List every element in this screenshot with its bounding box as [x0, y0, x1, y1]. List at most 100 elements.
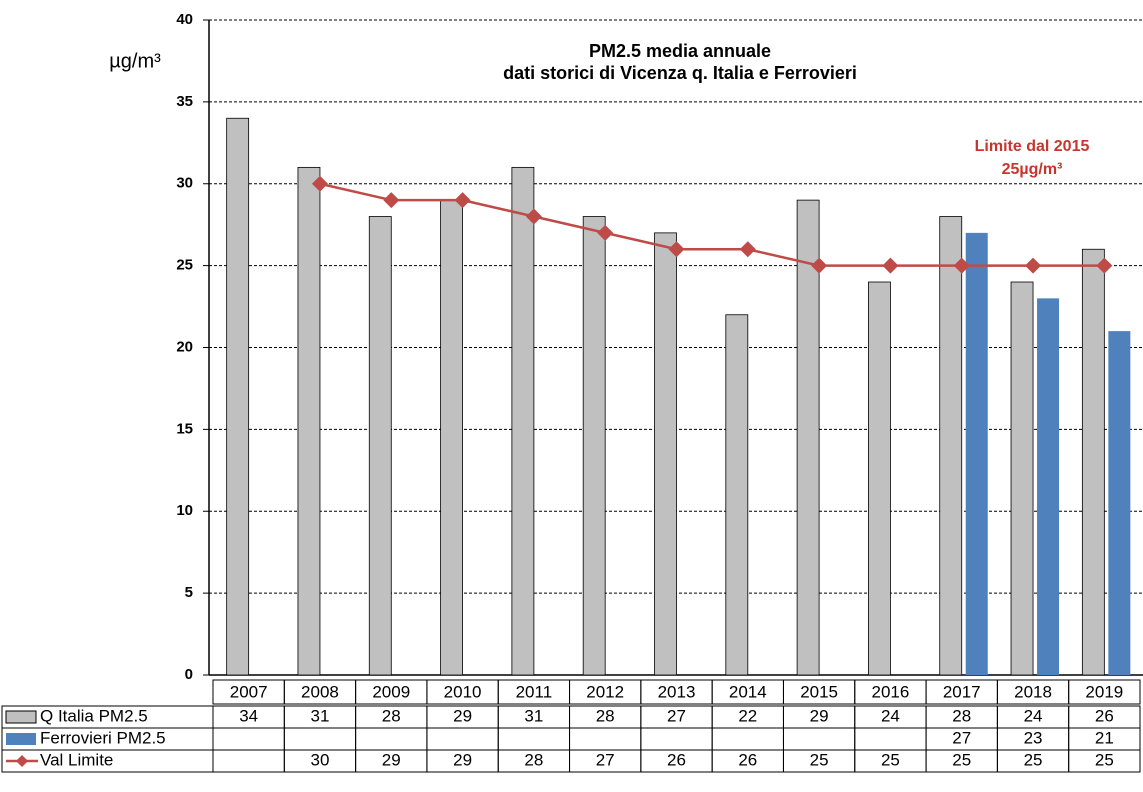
marker [525, 208, 542, 225]
table-cell [212, 727, 285, 751]
bar [297, 166, 321, 676]
bar [796, 199, 820, 676]
marker [811, 257, 828, 274]
marker [383, 192, 400, 209]
table-value: 21 [1095, 728, 1114, 747]
chart-title: PM2.5 media annuale [589, 41, 771, 61]
table-cell [569, 727, 642, 751]
y-tick-label: 30 [176, 175, 193, 192]
table-cell [854, 727, 927, 751]
table-cell [640, 727, 713, 751]
marker [1025, 257, 1042, 274]
table-value: 28 [382, 706, 401, 725]
table-value: 27 [596, 750, 615, 769]
table-value: 26 [1095, 706, 1114, 725]
bar [226, 117, 250, 676]
table-value: 27 [667, 706, 686, 725]
marker [953, 257, 970, 274]
table-value: 28 [596, 706, 615, 725]
legend-label: Val Limite [40, 750, 113, 769]
y-tick-label: 10 [176, 502, 193, 519]
table-cell [1068, 679, 1141, 705]
table-value: 29 [453, 750, 472, 769]
bar [1081, 248, 1105, 676]
y-tick-label: 0 [185, 666, 193, 683]
bar [868, 281, 891, 676]
x-tick-label: 2015 [800, 682, 838, 701]
table-cell [782, 727, 856, 751]
y-tick-label: 35 [176, 93, 193, 110]
annotation: Limite dal 2015 [975, 138, 1090, 155]
y-tick-label: 40 [176, 11, 193, 28]
bar [368, 216, 392, 676]
table-value: 25 [1024, 750, 1043, 769]
bar [511, 166, 535, 676]
table-value: 29 [453, 706, 472, 725]
line [319, 182, 1105, 267]
table-value: 22 [738, 706, 757, 725]
bar [1010, 281, 1034, 676]
x-tick-label: 2011 [516, 682, 553, 701]
table-value: 25 [810, 750, 829, 769]
bar [965, 232, 988, 675]
marker [454, 192, 471, 209]
x-tick-label: 2017 [943, 682, 981, 701]
table-cell [355, 727, 428, 751]
x-tick-label: 2007 [230, 682, 268, 701]
table-cell [426, 727, 499, 751]
legend-label: Ferrovieri PM2.5 [40, 728, 166, 747]
bar [582, 216, 606, 676]
table-value: 24 [1024, 706, 1043, 725]
annotation: 25µg/m³ [1002, 161, 1063, 178]
marker [597, 224, 614, 241]
table-cell [1, 749, 214, 773]
legend-swatch [6, 733, 36, 745]
y-axis-label: µg/m³ [109, 50, 161, 72]
legend-swatch [16, 755, 28, 767]
bar [1037, 298, 1060, 675]
legend-swatch [5, 710, 37, 724]
bar [654, 232, 677, 676]
legend-label: Q Italia PM2.5 [40, 706, 148, 725]
bar [1108, 331, 1131, 675]
marker [311, 175, 328, 192]
table-value: 26 [667, 750, 686, 769]
x-tick-label: 2012 [586, 682, 624, 701]
table-value: 29 [382, 750, 401, 769]
x-tick-label: 2016 [872, 682, 910, 701]
table-cell [283, 727, 357, 751]
x-tick-label: 2009 [372, 682, 410, 701]
table-cell [497, 727, 571, 751]
table-value: 29 [810, 706, 829, 725]
table-value: 26 [738, 750, 757, 769]
bar [939, 216, 963, 676]
marker [668, 241, 685, 258]
x-tick-label: 2018 [1014, 682, 1052, 701]
table-cell [711, 727, 784, 751]
bar [440, 199, 463, 676]
chart-subtitle: dati storici di Vicenza q. Italia e Ferr… [503, 63, 857, 83]
table-value: 23 [1024, 728, 1043, 747]
table-value: 28 [952, 706, 971, 725]
x-tick-label: 2014 [729, 682, 767, 701]
x-tick-label: 2019 [1085, 682, 1123, 701]
table-value: 25 [881, 750, 900, 769]
bar [725, 314, 749, 676]
table-value: 30 [311, 750, 330, 769]
table-value: 27 [952, 728, 971, 747]
table-value: 25 [952, 750, 971, 769]
marker [882, 257, 899, 274]
marker [739, 241, 756, 258]
table-cell [212, 749, 285, 773]
table-value: 24 [881, 706, 900, 725]
x-tick-label: 2013 [658, 682, 696, 701]
table-value: 25 [1095, 750, 1114, 769]
y-tick-label: 20 [176, 338, 193, 355]
y-tick-label: 5 [185, 584, 193, 601]
table-value: 34 [239, 706, 258, 725]
y-tick-label: 15 [176, 420, 193, 437]
table-value: 31 [311, 706, 330, 725]
x-tick-label: 2010 [444, 682, 482, 701]
